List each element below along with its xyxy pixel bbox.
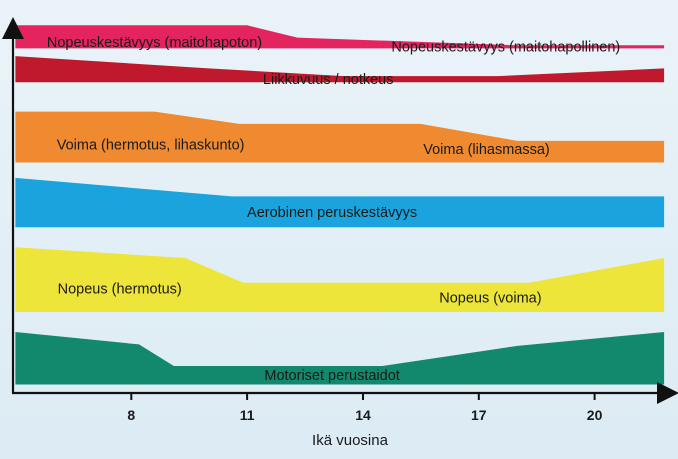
band-label-nopeuskestavyys-1: Nopeuskestävyys (maitohapollinen) bbox=[391, 40, 620, 56]
x-tick-label-17: 17 bbox=[471, 407, 487, 423]
band-voima: Voima (hermotus, lihaskunto) Voima (lihas… bbox=[15, 111, 665, 163]
bands-layer: Nopeuskestävyys (maitohapoton) Nopeuskest… bbox=[15, 25, 665, 385]
band-aerobinen: Aerobinen peruskestävyys bbox=[15, 177, 665, 228]
band-nopeuskestavyys: Nopeuskestävyys (maitohapoton) Nopeuskest… bbox=[15, 25, 665, 56]
x-axis-title: Ikä vuosina bbox=[312, 432, 389, 449]
band-shape-aerobinen bbox=[15, 177, 665, 228]
band-shape-nopeus bbox=[15, 247, 665, 312]
band-shape-motoriset bbox=[15, 332, 665, 385]
x-tick-label-11: 11 bbox=[240, 407, 255, 423]
band-nopeus: Nopeus (hermotus) Nopeus (voima) bbox=[15, 247, 665, 312]
band-label-nopeus-1: Nopeus (voima) bbox=[439, 290, 541, 306]
band-shape-liikkuvuus bbox=[15, 56, 665, 83]
band-label-voima-0: Voima (hermotus, lihaskunto) bbox=[57, 137, 245, 153]
x-tick-label-20: 20 bbox=[587, 407, 603, 423]
band-shape-voima bbox=[15, 111, 665, 163]
band-shape-nopeuskestavyys bbox=[15, 25, 665, 49]
ticks-layer: 8 11 14 17 20 bbox=[127, 393, 603, 423]
band-label-nopeuskestavyys-0: Nopeuskestävyys (maitohapoton) bbox=[47, 35, 262, 51]
band-label-liikkuvuus-0: Liikkuvuus / notkeus bbox=[263, 72, 394, 88]
x-tick-label-8: 8 bbox=[127, 407, 135, 423]
band-label-voima-1: Voima (lihasmassa) bbox=[423, 142, 550, 158]
band-liikkuvuus: Liikkuvuus / notkeus bbox=[15, 56, 665, 88]
band-label-motoriset-0: Motoriset perustaidot bbox=[264, 368, 399, 384]
axes-layer bbox=[2, 17, 678, 404]
band-motoriset: Motoriset perustaidot bbox=[15, 332, 665, 385]
x-tick-label-14: 14 bbox=[355, 407, 371, 423]
band-label-nopeus-0: Nopeus (hermotus) bbox=[58, 282, 182, 298]
band-label-aerobinen-0: Aerobinen peruskestävyys bbox=[247, 205, 417, 221]
